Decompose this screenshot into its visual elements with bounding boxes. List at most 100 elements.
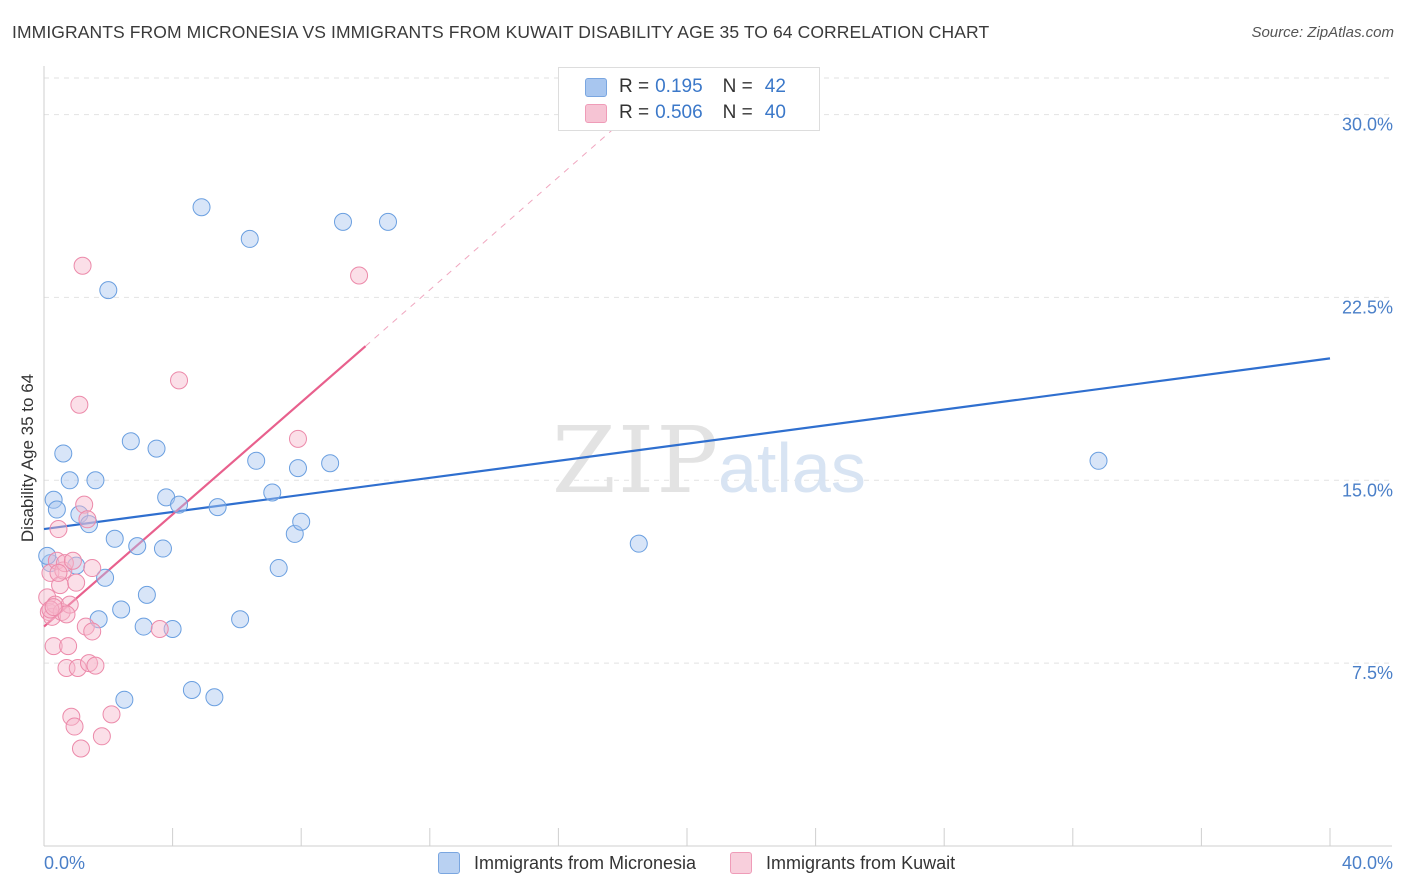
series-legend-kuwait: Immigrants from Kuwait [730,852,955,874]
point-micronesia [112,600,131,619]
watermark-zip: ZIP [552,407,720,514]
point-kuwait [59,637,78,656]
point-micronesia [269,559,288,578]
point-micronesia [44,490,63,509]
legend-r-value: 0.195 [655,76,703,97]
point-kuwait [150,620,169,639]
point-micronesia [47,500,66,519]
series-swatch-micronesia [438,852,460,874]
point-micronesia [147,439,166,458]
point-kuwait [86,656,105,675]
point-micronesia [54,444,73,463]
point-micronesia [379,212,398,231]
point-kuwait [78,510,97,529]
y-tick-label: 7.5% [1352,663,1393,683]
point-micronesia [288,459,307,478]
legend-row-kuwait: R = 0.506 N = 40 [585,101,786,125]
grid-lines [44,77,1392,664]
point-micronesia [60,471,79,490]
point-micronesia [128,537,147,556]
legend-swatch-kuwait [585,103,607,123]
point-kuwait [83,622,102,641]
axes [43,66,1392,847]
point-kuwait [49,563,68,582]
point-micronesia [115,690,134,709]
legend-row-micronesia: R = 0.195 N = 42 [585,75,786,99]
series-legend: Immigrants from Micronesia Immigrants fr… [438,852,989,874]
trend-lines [43,92,1331,628]
point-kuwait [54,561,73,580]
trend-line-0 [43,357,1331,531]
y-tick-label: 30.0% [1342,115,1393,135]
point-kuwait [70,395,89,414]
point-micronesia [170,495,189,514]
point-micronesia [163,620,182,639]
point-micronesia [208,498,227,517]
tick-labels: 7.5% 15.0% 22.5% 30.0% 0.0% 40.0% [44,115,1393,873]
trend-line-extension [365,92,656,347]
x-tick-label: 40.0% [1342,853,1393,873]
series-swatch-kuwait [730,852,753,874]
point-kuwait [92,727,111,746]
point-kuwait [44,598,63,617]
x-tick-label: 0.0% [44,853,85,873]
point-kuwait [170,371,189,390]
legend-n-value: 40 [764,102,786,123]
series-label-kuwait: Immigrants from Kuwait [766,852,956,873]
legend-n-label: N = [722,102,753,123]
point-micronesia [182,680,201,699]
point-micronesia [240,229,259,248]
point-kuwait [350,266,369,285]
point-kuwait [73,256,92,275]
y-tick-label: 15.0% [1342,480,1393,500]
point-micronesia [333,212,352,231]
legend: R = 0.195 N = 42 R = 0.506 N = 40 [558,67,820,131]
point-micronesia [247,451,266,470]
point-micronesia [192,198,211,217]
series-label-micronesia: Immigrants from Micronesia [474,852,697,873]
point-kuwait [71,739,90,758]
source-label: Source: ZipAtlas.com [1251,24,1394,41]
point-kuwait [60,595,79,614]
point-micronesia [134,617,153,636]
point-kuwait [41,600,60,619]
point-micronesia [321,454,340,473]
point-micronesia [263,483,282,502]
watermark-atlas: atlas [718,429,866,507]
point-kuwait [63,551,82,570]
point-micronesia [121,432,140,451]
point-micronesia [629,534,648,553]
y-axis-label: Disability Age 35 to 64 [18,374,37,542]
legend-swatch-micronesia [585,77,607,97]
point-micronesia [38,546,57,565]
chart-title: IMMIGRANTS FROM MICRONESIA VS IMMIGRANTS… [12,22,990,42]
point-micronesia [137,585,156,604]
series-legend-micronesia: Immigrants from Micronesia [438,852,696,874]
point-kuwait [65,717,84,736]
point-kuwait [67,573,86,592]
legend-r-value: 0.506 [655,102,703,123]
point-micronesia [96,568,115,587]
point-kuwait [102,705,121,724]
point-kuwait [44,637,63,656]
y-tick-label: 22.5% [1342,297,1393,317]
data-points [38,198,1108,758]
point-micronesia [86,471,105,490]
point-kuwait [83,559,102,578]
point-micronesia [205,688,224,707]
legend-n-label: N = [722,76,753,97]
trend-line-1 [43,345,367,628]
legend-n-value: 42 [764,76,786,97]
point-micronesia [99,281,118,300]
legend-r-label: R = [619,102,650,123]
point-kuwait [49,520,68,539]
point-micronesia [153,539,172,558]
point-micronesia [1089,451,1108,470]
point-micronesia [292,512,311,531]
point-kuwait [62,707,81,726]
point-micronesia [105,529,124,548]
point-kuwait [288,429,307,448]
point-micronesia [231,610,250,629]
point-kuwait [75,495,94,514]
